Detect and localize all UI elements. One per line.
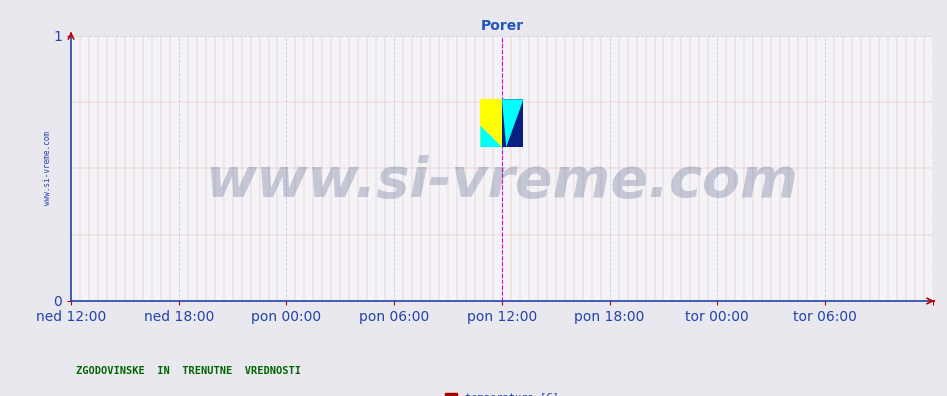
- Title: Porer: Porer: [480, 19, 524, 33]
- Text: ZGODOVINSKE  IN  TRENUTNE  VREDNOSTI: ZGODOVINSKE IN TRENUTNE VREDNOSTI: [76, 366, 301, 376]
- Polygon shape: [480, 126, 502, 147]
- Text: www.si-vreme.com: www.si-vreme.com: [205, 154, 798, 209]
- FancyBboxPatch shape: [480, 99, 502, 147]
- FancyBboxPatch shape: [502, 99, 524, 147]
- Legend: temperatura [C]: temperatura [C]: [440, 389, 563, 396]
- Y-axis label: www.si-vreme.com: www.si-vreme.com: [43, 131, 52, 205]
- Polygon shape: [502, 99, 524, 147]
